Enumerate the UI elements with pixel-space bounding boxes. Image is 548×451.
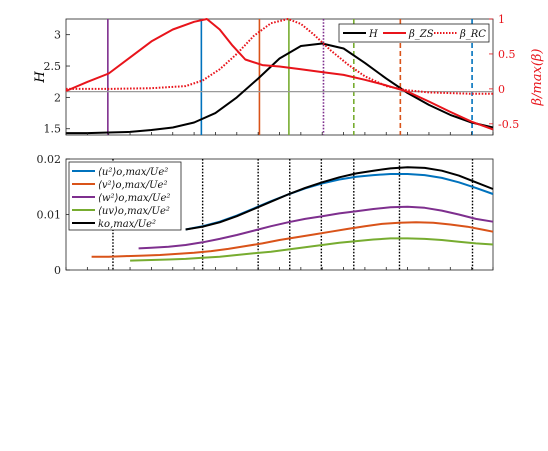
bottom-y-tick-label-0: 0	[54, 264, 61, 277]
top-left-tick-label-1: 2	[54, 91, 61, 104]
legend-label-H: H	[368, 29, 378, 40]
top-series-lines	[65, 18, 494, 135]
top-left-tick-label-0: 1.5	[44, 123, 62, 136]
top-right-tick-label-3: 1	[498, 13, 505, 26]
legend-label-beta-zs: β_ZS	[408, 29, 434, 40]
top-series-line-0	[66, 42, 494, 135]
bottom-series-lines	[91, 166, 494, 262]
legend-label-beta-rc: β_RC	[459, 29, 486, 40]
top-series-line-1	[65, 18, 494, 131]
top-right-y-ticks: -0.5 0 0.5 1	[489, 13, 519, 131]
bottom-series-line-4	[185, 166, 494, 231]
bottom-x-ticks	[65, 267, 494, 270]
bottom-y-ticks: 0 0.01 0.02	[37, 153, 70, 277]
bottom-series-line-2	[138, 205, 494, 250]
top-left-tick-label-3: 3	[54, 29, 61, 42]
legend-label-u2: ⟨u²⟩o,max/Ue²	[98, 167, 168, 178]
top-left-y-ticks: 1.5 2 2.5 3	[44, 29, 70, 136]
top-left-y-axis-label: H	[33, 71, 48, 84]
top-series-line-2	[66, 18, 493, 95]
bottom-series-line-1	[91, 221, 494, 258]
bottom-series-line-3	[130, 237, 494, 262]
legend-label-v2: ⟨v²⟩o,max/Ue²	[98, 180, 167, 191]
bottom-y-tick-label-1: 0.01	[37, 209, 62, 222]
top-right-y-axis-label: β/max(β)	[530, 49, 545, 107]
bottom-panel: 0 0.01 0.02 ⟨u²⟩o,max/Ue² ⟨v²⟩o,max/Ue² ⟨w…	[37, 153, 494, 277]
bottom-y-tick-label-2: 0.02	[37, 153, 62, 166]
top-legend-box	[338, 23, 490, 43]
legend-label-k: ko,max/Ue²	[98, 219, 156, 230]
top-x-ticks	[65, 132, 494, 135]
top-right-tick-label-0: -0.5	[498, 118, 519, 131]
top-right-tick-label-2: 0.5	[498, 48, 516, 61]
top-right-tick-label-1: 0	[498, 83, 505, 96]
bottom-legend: ⟨u²⟩o,max/Ue² ⟨v²⟩o,max/Ue² ⟨w²⟩o,max/Ue…	[68, 161, 182, 231]
top-left-tick-label-2: 2.5	[44, 60, 62, 73]
top-panel: 1.5 2 2.5 3 -0.5 0 0.5 1 H β/max(β) H β_ZS β_R…	[33, 13, 545, 136]
legend-label-uv: ⟨uv⟩o,max/Ue²	[98, 206, 170, 217]
legend-label-w2: ⟨w²⟩o,max/Ue²	[98, 193, 170, 204]
top-legend: H β_ZS β_RC	[338, 23, 490, 43]
